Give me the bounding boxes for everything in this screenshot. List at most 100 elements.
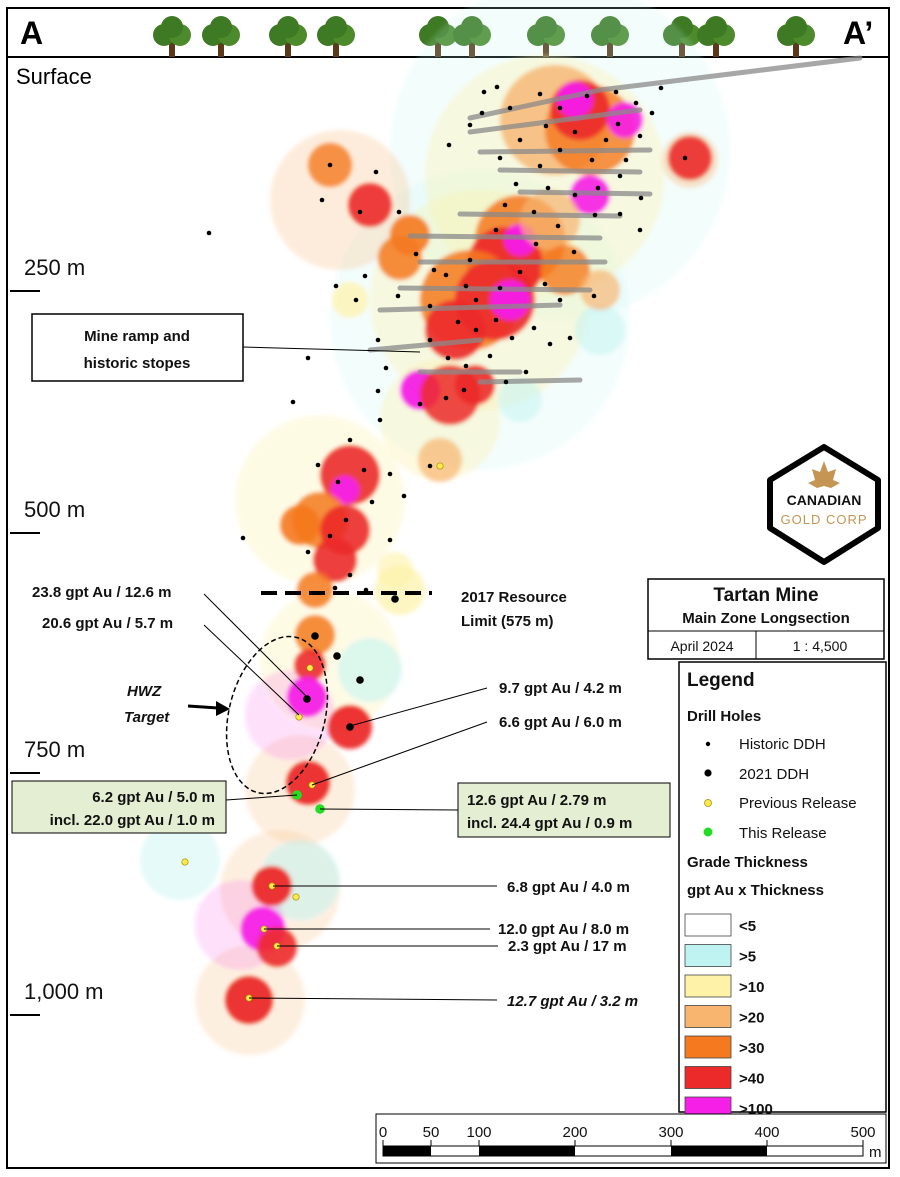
grade-contour — [313, 538, 357, 582]
historic-ddh — [431, 267, 437, 273]
historic-ddh — [446, 142, 452, 148]
previous-release-hole — [181, 858, 189, 866]
map-date: April 2024 — [670, 638, 733, 654]
grade-contour — [607, 102, 643, 138]
historic-ddh — [375, 388, 381, 394]
legend-swatch-label: >30 — [739, 1040, 764, 1057]
historic-ddh — [463, 363, 469, 369]
historic-ddh — [417, 401, 423, 407]
legend-swatch-label: >10 — [739, 979, 764, 996]
legend-grade-sub: gpt Au x Thickness — [687, 882, 824, 899]
historic-ddh — [533, 241, 539, 247]
legend-swatch — [684, 913, 732, 937]
historic-ddh — [517, 269, 523, 275]
historic-ddh — [493, 227, 499, 233]
scale-tick-label: 500 — [850, 1124, 875, 1141]
ddh-2021 — [346, 723, 354, 731]
historic-ddh — [537, 163, 543, 169]
logo-line2: GOLD CORP — [780, 512, 867, 527]
historic-ddh — [206, 230, 212, 236]
legend-swatch — [684, 1035, 732, 1059]
historic-ddh — [494, 84, 500, 90]
this-release-box-left — [11, 780, 227, 834]
historic-ddh-icon — [705, 741, 711, 747]
legend-drill-item: This Release — [739, 825, 827, 842]
scale-unit: m — [869, 1144, 882, 1161]
scale-tick-label: 0 — [379, 1124, 387, 1141]
legend-grade-header: Grade Thickness — [687, 854, 808, 871]
grade-contour — [540, 245, 590, 295]
historic-ddh — [633, 100, 639, 106]
historic-ddh — [333, 283, 339, 289]
historic-ddh — [387, 537, 393, 543]
intercept-label: incl. 22.0 gpt Au / 1.0 m — [50, 812, 215, 829]
legend-drill-header: Drill Holes — [687, 708, 761, 725]
previous-release-hole — [292, 893, 300, 901]
historic-ddh — [497, 285, 503, 291]
previous-release-icon — [704, 799, 712, 807]
scale-bar: 0 50 100 200 300 400 500 m — [375, 1113, 887, 1164]
historic-ddh — [615, 121, 621, 127]
historic-ddh — [542, 281, 548, 287]
tree-icon — [269, 16, 307, 57]
historic-ddh — [443, 395, 449, 401]
historic-ddh — [503, 379, 509, 385]
ddh-2021 — [356, 676, 364, 684]
historic-ddh — [467, 122, 473, 128]
legend-swatch — [684, 944, 732, 967]
historic-ddh — [637, 227, 643, 233]
hwz-label-line1: HWZ — [127, 683, 162, 700]
historic-ddh — [383, 365, 389, 371]
grade-contour — [297, 572, 333, 608]
historic-ddh — [290, 399, 296, 405]
intercept-label: 12.0 gpt Au / 8.0 m — [498, 921, 629, 938]
mine-ramp-and-stopes — [367, 55, 863, 385]
historic-ddh — [357, 209, 363, 215]
historic-ddh — [658, 85, 664, 91]
previous-release-hole — [436, 462, 444, 470]
legend-swatch-label: >40 — [739, 1071, 764, 1088]
drill-holes — [181, 84, 688, 1002]
historic-ddh — [332, 585, 338, 591]
grade-contour — [580, 270, 620, 310]
intercept-label: 6.8 gpt Au / 4.0 m — [507, 879, 630, 896]
grade-contour — [270, 130, 410, 270]
grade-contour — [348, 183, 392, 227]
legend-drill-item: 2021 DDH — [739, 766, 809, 783]
historic-ddh — [557, 105, 563, 111]
historic-ddh — [427, 337, 433, 343]
historic-ddh — [401, 493, 407, 499]
resource-limit-line2: Limit (575 m) — [461, 613, 554, 630]
historic-ddh — [567, 335, 573, 341]
section-label-a: A — [20, 15, 43, 51]
historic-ddh — [387, 471, 393, 477]
grade-contour — [498, 378, 542, 422]
grade-contour — [490, 280, 530, 320]
intercept-label: 23.8 gpt Au / 12.6 m — [32, 584, 172, 601]
historic-ddh — [584, 93, 590, 99]
historic-ddh — [335, 479, 341, 485]
historic-ddh — [361, 467, 367, 473]
historic-ddh — [463, 283, 469, 289]
historic-ddh — [572, 129, 578, 135]
historic-ddh — [509, 335, 515, 341]
historic-ddh — [623, 157, 629, 163]
legend-swatch — [684, 1066, 732, 1089]
historic-ddh — [373, 169, 379, 175]
tree-icon — [317, 16, 355, 57]
historic-ddh — [319, 197, 325, 203]
ddh-2021-icon — [704, 769, 712, 777]
ramp-callout-line1: Mine ramp and — [84, 328, 190, 345]
historic-ddh — [240, 535, 246, 541]
historic-ddh — [445, 355, 451, 361]
historic-ddh — [591, 293, 597, 299]
historic-ddh — [502, 202, 508, 208]
historic-ddh — [517, 137, 523, 143]
intercept-label: incl. 24.4 gpt Au / 0.9 m — [467, 815, 632, 832]
hwz-label-line2: Target — [124, 709, 170, 726]
historic-ddh — [617, 211, 623, 217]
historic-ddh — [327, 162, 333, 168]
tree-icon — [202, 16, 240, 57]
historic-ddh — [603, 137, 609, 143]
legend-swatch-label: >5 — [739, 949, 756, 966]
